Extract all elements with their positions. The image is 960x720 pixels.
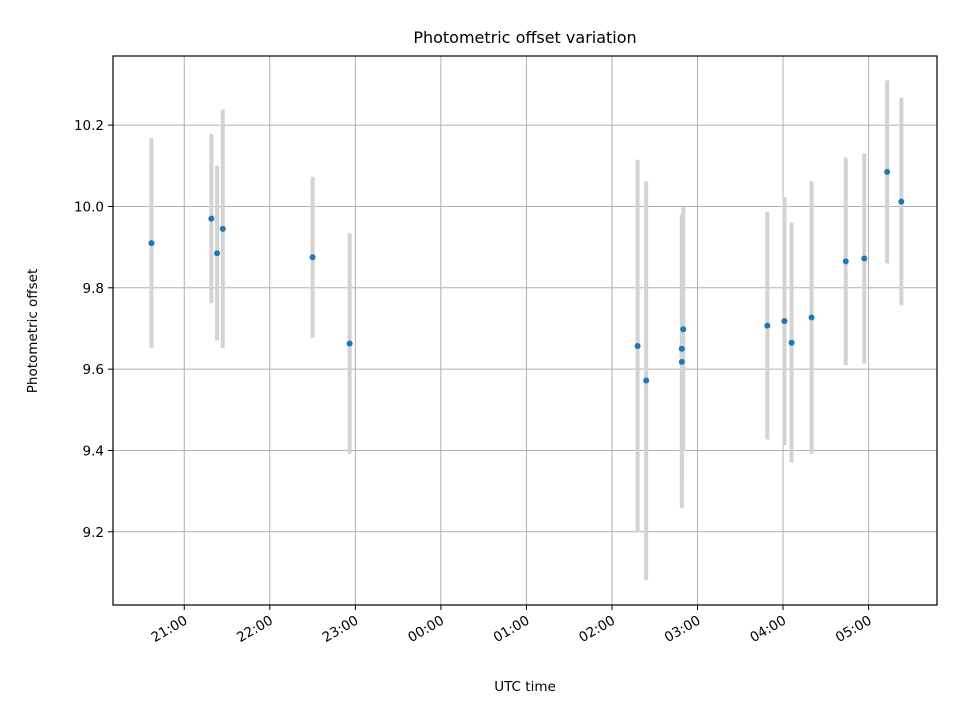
y-axis-ticks: 9.2 9.4 9.6 9.8 10.0 10.2 bbox=[74, 118, 113, 541]
data-point bbox=[346, 340, 353, 347]
data-points bbox=[148, 168, 905, 384]
data-point bbox=[309, 254, 316, 261]
grid bbox=[113, 56, 937, 605]
chart-title: Photometric offset variation bbox=[413, 28, 636, 47]
data-point bbox=[678, 358, 685, 365]
y-tick-label: 9.8 bbox=[83, 281, 104, 297]
y-tick-label: 9.2 bbox=[83, 525, 104, 541]
data-point bbox=[898, 198, 905, 205]
data-point bbox=[148, 240, 155, 247]
plot-frame bbox=[112, 55, 938, 606]
data-point bbox=[781, 318, 788, 325]
y-tick-label: 10.2 bbox=[74, 118, 104, 134]
y-tick-label: 9.4 bbox=[83, 443, 104, 459]
data-point bbox=[884, 168, 891, 175]
data-point bbox=[208, 215, 215, 222]
data-point bbox=[808, 314, 815, 321]
y-tick-label: 10.0 bbox=[74, 199, 104, 215]
data-point bbox=[842, 258, 849, 265]
data-point bbox=[634, 342, 641, 349]
data-point bbox=[764, 322, 771, 329]
data-point bbox=[678, 345, 685, 352]
data-point bbox=[643, 377, 650, 384]
data-point bbox=[788, 339, 795, 346]
x-axis-label: UTC time bbox=[494, 679, 556, 695]
data-point bbox=[680, 326, 687, 333]
y-tick-label: 9.6 bbox=[83, 362, 104, 378]
data-point bbox=[214, 250, 221, 257]
data-point bbox=[219, 225, 226, 232]
data-point bbox=[861, 255, 868, 262]
y-axis-label: Photometric offset bbox=[25, 269, 41, 393]
